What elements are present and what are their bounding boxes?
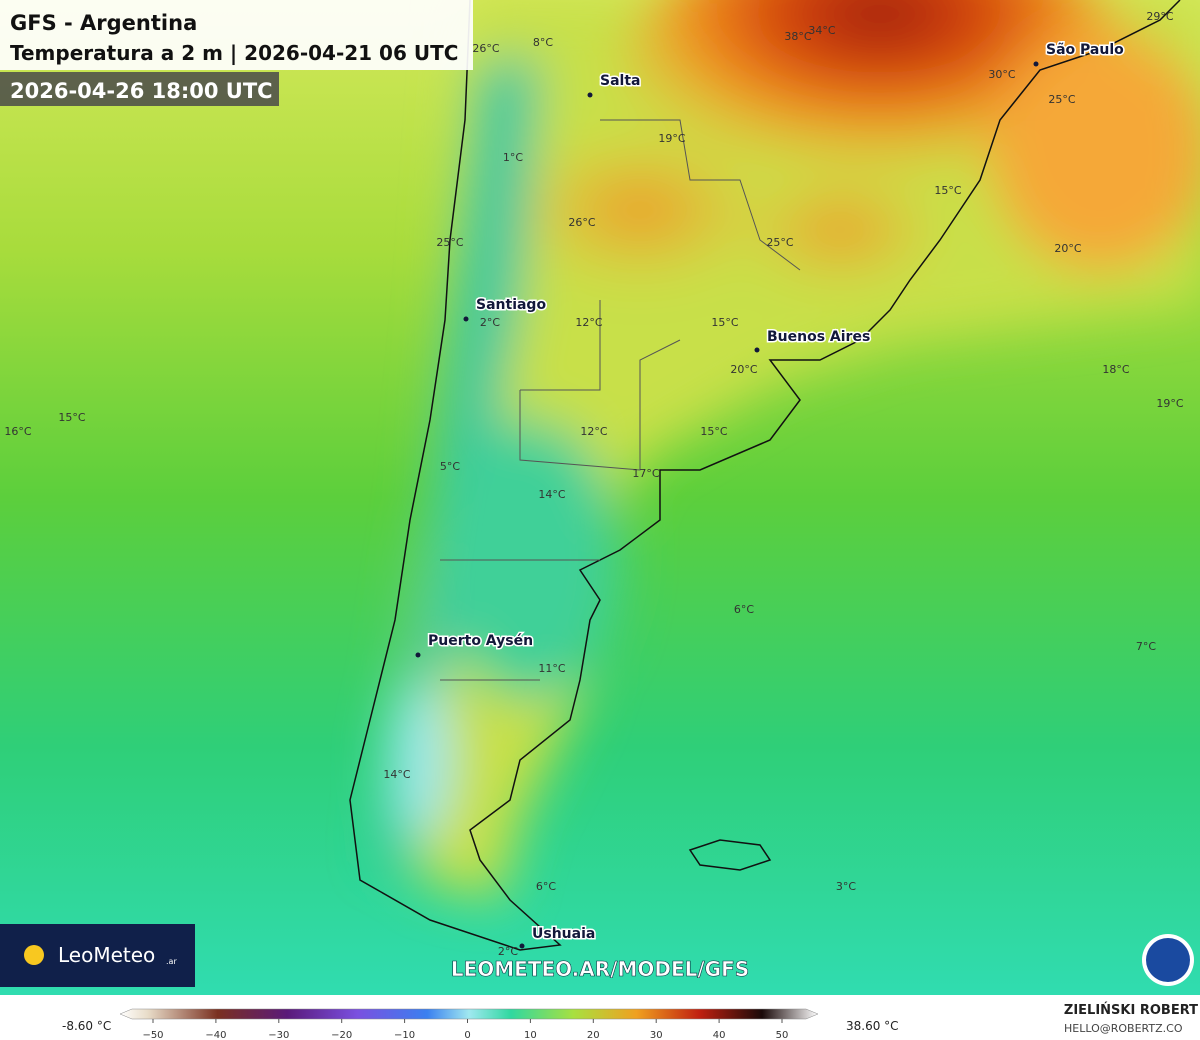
city-dot [754, 347, 760, 353]
temperature-label: 15°C [58, 411, 85, 424]
colorbar-tick-label: 30 [650, 1030, 663, 1040]
author: ZIELIŃSKI ROBERT [1064, 1002, 1198, 1018]
city-label: Ushuaia [532, 926, 595, 942]
colorbar-tick-label: 50 [776, 1030, 789, 1040]
temperature-label: 38°C [784, 30, 811, 43]
temperature-label: 1°C [503, 151, 523, 164]
temperature-label: 6°C [734, 603, 754, 616]
city-label: São Paulo [1046, 42, 1124, 58]
temperature-label: 7°C [1136, 640, 1156, 653]
colorbar-tick-label: −20 [331, 1030, 352, 1040]
colorbar-tick-label: 40 [713, 1030, 726, 1040]
header-box [0, 0, 473, 70]
temperature-label: 20°C [730, 363, 757, 376]
temperature-label: 14°C [383, 768, 410, 781]
temperature-label: 26°C [472, 42, 499, 55]
temperature-label: 5°C [440, 460, 460, 473]
colorbar-tick-label: −40 [205, 1030, 226, 1040]
coastline [349, 0, 1181, 951]
temperature-label: 14°C [538, 488, 565, 501]
temperature-label: 20°C [1054, 242, 1081, 255]
temperature-field [380, 0, 1200, 900]
temperature-label: 6°C [536, 880, 556, 893]
city-dot [587, 92, 593, 98]
city-dot [1033, 61, 1039, 67]
noaa-logo-inner [1146, 938, 1190, 982]
temperature-label: 15°C [934, 184, 961, 197]
colorbar-tick-label: −50 [142, 1030, 163, 1040]
city-label: Buenos Aires [767, 329, 870, 345]
colorbar-tick-label: 20 [587, 1030, 600, 1040]
temperature-label: 29°C [1146, 10, 1173, 23]
temperature-label: 30°C [988, 68, 1015, 81]
colorbar-tick-label: 10 [524, 1030, 537, 1040]
falkland-islands [688, 839, 772, 871]
temperature-label: 26°C [568, 216, 595, 229]
temperature-label: 15°C [711, 316, 738, 329]
valid-time: 2026-04-26 18:00 UTC [10, 79, 273, 103]
logo-text: LeoMeteo [58, 943, 155, 967]
temperature-label: 17°C [632, 467, 659, 480]
colorbar-min: -8.60 °C [62, 1019, 111, 1033]
title: GFS - Argentina [10, 11, 197, 35]
colorbar-max: 38.60 °C [846, 1019, 899, 1033]
email: HELLO@ROBERTZ.CO [1064, 1022, 1183, 1035]
city-dot [463, 316, 469, 322]
temperature-label: 19°C [1156, 397, 1183, 410]
temperature-label: 8°C [533, 36, 553, 49]
city-label: Santiago [476, 297, 546, 313]
temperature-label: 12°C [575, 316, 602, 329]
logo-sun [24, 945, 44, 965]
temperature-label: 19°C [658, 132, 685, 145]
temperature-label: 34°C [808, 24, 835, 37]
province-borders [440, 119, 801, 681]
city-label: Puerto Aysén [428, 633, 533, 649]
city-dot [415, 652, 421, 658]
temperature-label: 12°C [580, 425, 607, 438]
city-dot [519, 943, 525, 949]
temperature-label: 2°C [480, 316, 500, 329]
temperature-label: 25°C [436, 236, 463, 249]
temperature-label: 16°C [4, 425, 31, 438]
temperature-label: 11°C [538, 662, 565, 675]
temperature-label: 25°C [766, 236, 793, 249]
city-label: Salta [600, 73, 640, 89]
colorbar-tick-label: −30 [268, 1030, 289, 1040]
colorbar-tick-label: −10 [394, 1030, 415, 1040]
colorbar [119, 1008, 819, 1020]
model-url: LEOMETEO.AR/MODEL/GFS [451, 957, 749, 981]
temperature-label: 18°C [1102, 363, 1129, 376]
colorbar-tick-label: 0 [464, 1030, 470, 1040]
temperature-label: 15°C [700, 425, 727, 438]
temperature-label: 3°C [836, 880, 856, 893]
subtitle: Temperatura a 2 m | 2026-04-21 06 UTC [10, 41, 458, 65]
valid-time-box [0, 72, 279, 106]
temperature-label: 2°C [498, 945, 518, 958]
temperature-label: 25°C [1048, 93, 1075, 106]
logo-suffix: .ar [166, 957, 177, 966]
